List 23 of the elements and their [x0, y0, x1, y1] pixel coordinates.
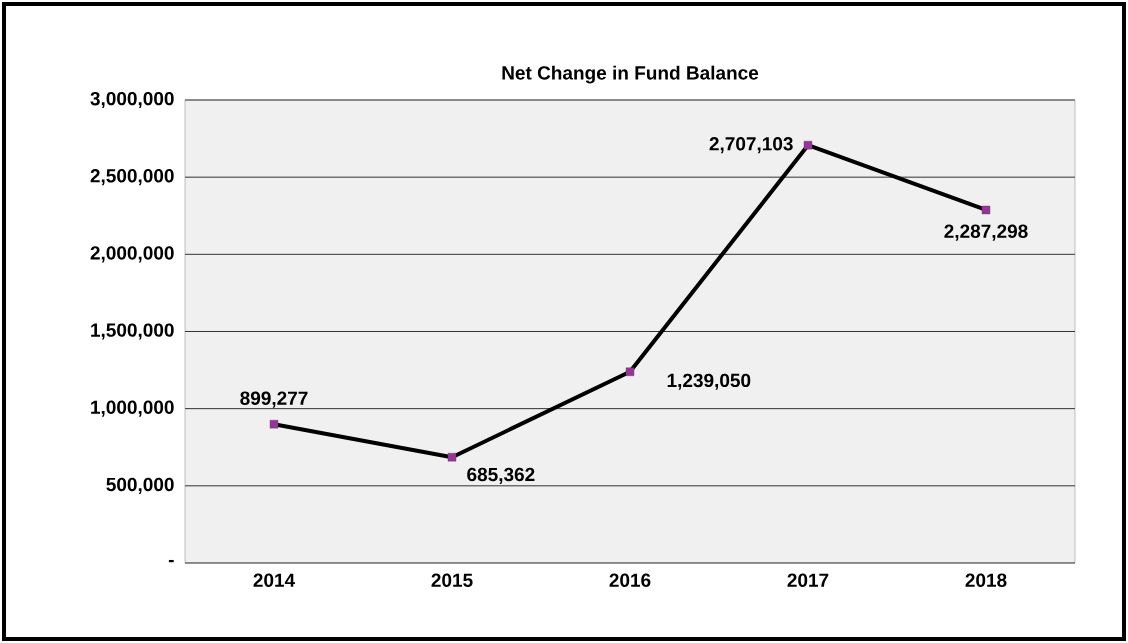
y-tick-label: 500,000 — [106, 477, 174, 494]
x-tick-label: 2018 — [965, 573, 1007, 587]
y-tick-label: 1,500,000 — [91, 323, 174, 340]
point — [981, 205, 991, 215]
y-tick-label: 3,000,000 — [90, 91, 174, 109]
data-label: 2,287,298 — [944, 224, 1028, 241]
point — [269, 420, 279, 429]
data-label: 1,239,050 — [667, 373, 751, 390]
data-label: 685,362 — [467, 467, 535, 484]
data-label: 899,277 — [240, 391, 308, 408]
x-tick-label: 2015 — [431, 573, 473, 587]
chart-title: Net Change in Fund Balance — [502, 65, 759, 84]
point — [625, 367, 635, 376]
point — [447, 453, 457, 462]
x-tick-label: 2016 — [609, 573, 651, 587]
y-tick-label: 2,500,000 — [90, 169, 174, 186]
data-label: 2,707,103 — [709, 137, 793, 154]
y-tick-label: - — [168, 559, 174, 563]
point — [803, 141, 813, 150]
x-tick-label: 2014 — [253, 573, 296, 587]
y-tick-label: 2,000,000 — [90, 246, 174, 263]
x-tick-label: 2017 — [787, 573, 829, 587]
y-tick-label: 1,000,000 — [91, 400, 174, 417]
